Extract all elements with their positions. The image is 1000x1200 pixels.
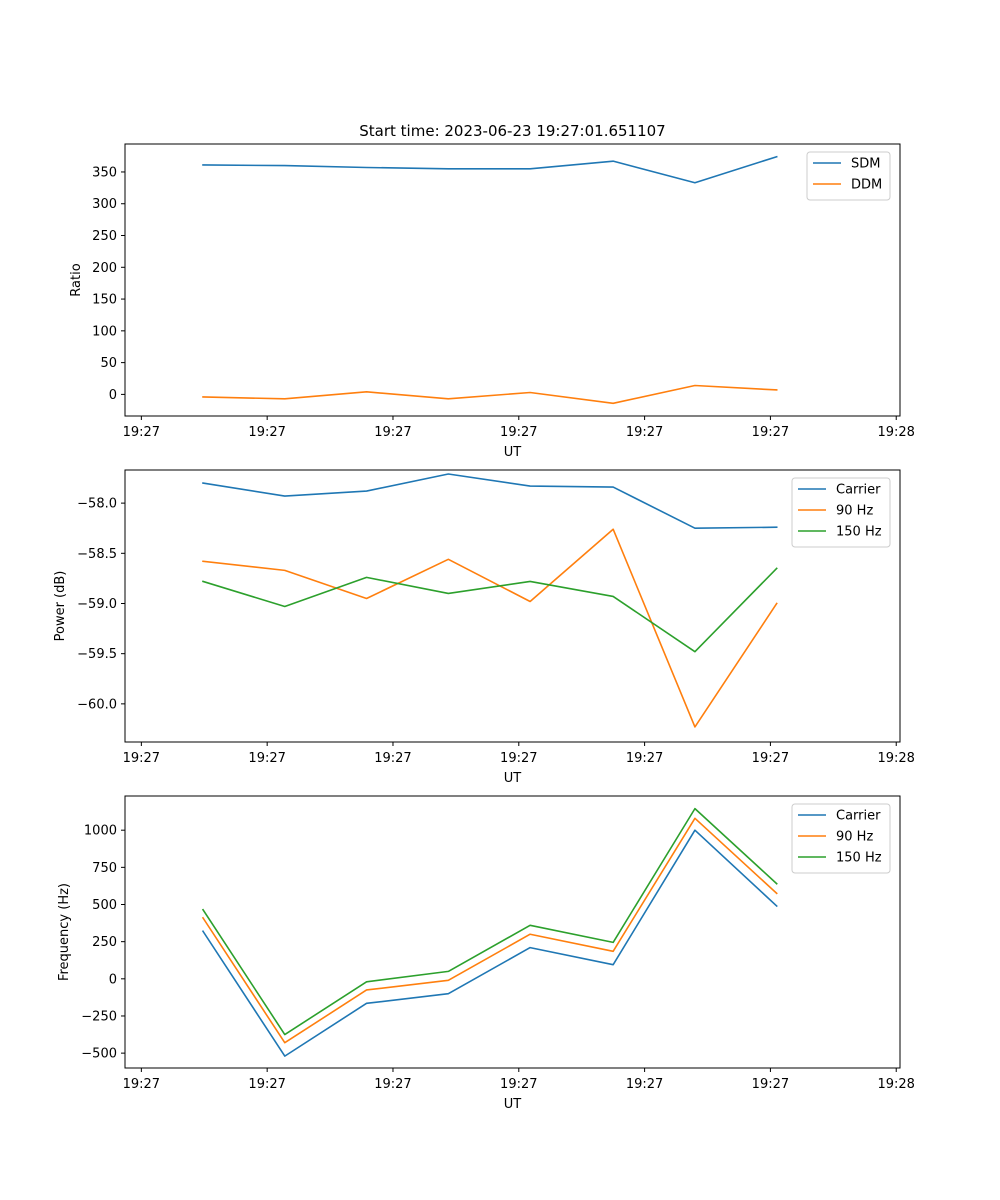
plot-frame	[124, 795, 901, 1069]
plot-frame	[124, 469, 901, 743]
y-tick-label: 200	[92, 261, 117, 276]
x-tick-label: 19:27	[248, 751, 285, 766]
x-tick-label: 19:27	[123, 425, 160, 440]
x-tick-label: 19:27	[500, 751, 537, 766]
y-axis-label: Power (dB)	[53, 571, 68, 642]
legend-label: Carrier	[836, 483, 881, 498]
chart-title: Start time: 2023-06-23 19:27:01.651107	[359, 122, 665, 140]
y-tick-label: 0	[109, 972, 117, 987]
y-axis-label: Frequency (Hz)	[57, 883, 72, 981]
y-tick-label: 350	[92, 165, 117, 180]
series-line-carrier	[201, 829, 778, 1057]
y-tick-label: 300	[92, 197, 117, 212]
legend-box	[791, 477, 891, 548]
legend-label: DDM	[851, 178, 882, 193]
x-tick-label: 19:27	[374, 425, 411, 440]
legend-label: SDM	[851, 157, 880, 172]
y-tick-label: −60.0	[77, 697, 117, 712]
subplot-2: 19:27 19:27 19:27 19:27 19:27 19:27 19:28 UT −60…	[53, 469, 915, 786]
y-tick-label: −58.5	[77, 547, 117, 562]
x-tick-label: 19:27	[752, 425, 789, 440]
x-tick-label: 19:27	[500, 425, 537, 440]
y-tick-label: 250	[92, 229, 117, 244]
legend: Carrier 90 Hz 150 Hz	[791, 803, 891, 874]
y-tick-label: −58.0	[77, 497, 117, 512]
subplot-1: 19:27 19:27 19:27 19:27 19:27 19:27 19:28 UT 0 50…	[69, 143, 915, 460]
x-tick-label: 19:27	[500, 1077, 537, 1092]
y-tick-label: 150	[92, 293, 117, 308]
y-tick-label: −59.0	[77, 597, 117, 612]
y-tick-label: 750	[92, 861, 117, 876]
y-tick-label: 1000	[84, 824, 117, 839]
plot-frame	[124, 143, 901, 417]
subplot-3: 19:27 19:27 19:27 19:27 19:27 19:27 19:28 UT −50…	[57, 795, 915, 1112]
y-tick-label: 500	[92, 898, 117, 913]
legend-label: 150 Hz	[836, 851, 882, 866]
legend-box	[791, 803, 891, 874]
x-tick-label: 19:27	[374, 1077, 411, 1092]
y-axis-label: Ratio	[69, 263, 84, 296]
series-line-ddm	[202, 384, 778, 405]
x-tick-label: 19:27	[752, 1077, 789, 1092]
y-tick-label: 50	[100, 356, 117, 371]
x-tick-label: 19:27	[248, 425, 285, 440]
x-tick-label: 19:27	[248, 1077, 285, 1092]
series-line-sdm	[202, 155, 778, 184]
y-tick-label: −59.5	[77, 647, 117, 662]
x-tick-label: 19:28	[877, 425, 914, 440]
x-tick-label: 19:27	[626, 425, 663, 440]
y-tick-label: 0	[109, 388, 117, 403]
x-tick-label: 19:28	[877, 751, 914, 766]
x-tick-label: 19:27	[123, 751, 160, 766]
series-line-carrier	[202, 473, 778, 530]
series-line-90-hz	[202, 528, 778, 728]
x-axis-label: UT	[504, 771, 522, 786]
series-line-150-hz	[201, 807, 778, 1036]
y-tick-label: 250	[92, 935, 117, 950]
legend-label: 150 Hz	[836, 525, 882, 540]
x-tick-label: 19:27	[626, 1077, 663, 1092]
x-axis-label: UT	[504, 1097, 522, 1112]
legend-label: 90 Hz	[836, 504, 873, 519]
legend-box	[806, 151, 891, 201]
legend: SDM DDM	[806, 151, 891, 201]
y-tick-label: −250	[81, 1009, 117, 1024]
x-tick-label: 19:27	[374, 751, 411, 766]
series-line-90-hz	[201, 817, 778, 1044]
legend: Carrier 90 Hz 150 Hz	[791, 477, 891, 548]
y-tick-label: −500	[81, 1047, 117, 1062]
x-tick-label: 19:28	[877, 1077, 914, 1092]
x-tick-label: 19:27	[626, 751, 663, 766]
x-axis-label: UT	[504, 445, 522, 460]
x-tick-label: 19:27	[123, 1077, 160, 1092]
x-tick-label: 19:27	[752, 751, 789, 766]
legend-label: Carrier	[836, 809, 881, 824]
series-line-150-hz	[202, 567, 778, 653]
legend-label: 90 Hz	[836, 830, 873, 845]
y-tick-label: 100	[92, 324, 117, 339]
